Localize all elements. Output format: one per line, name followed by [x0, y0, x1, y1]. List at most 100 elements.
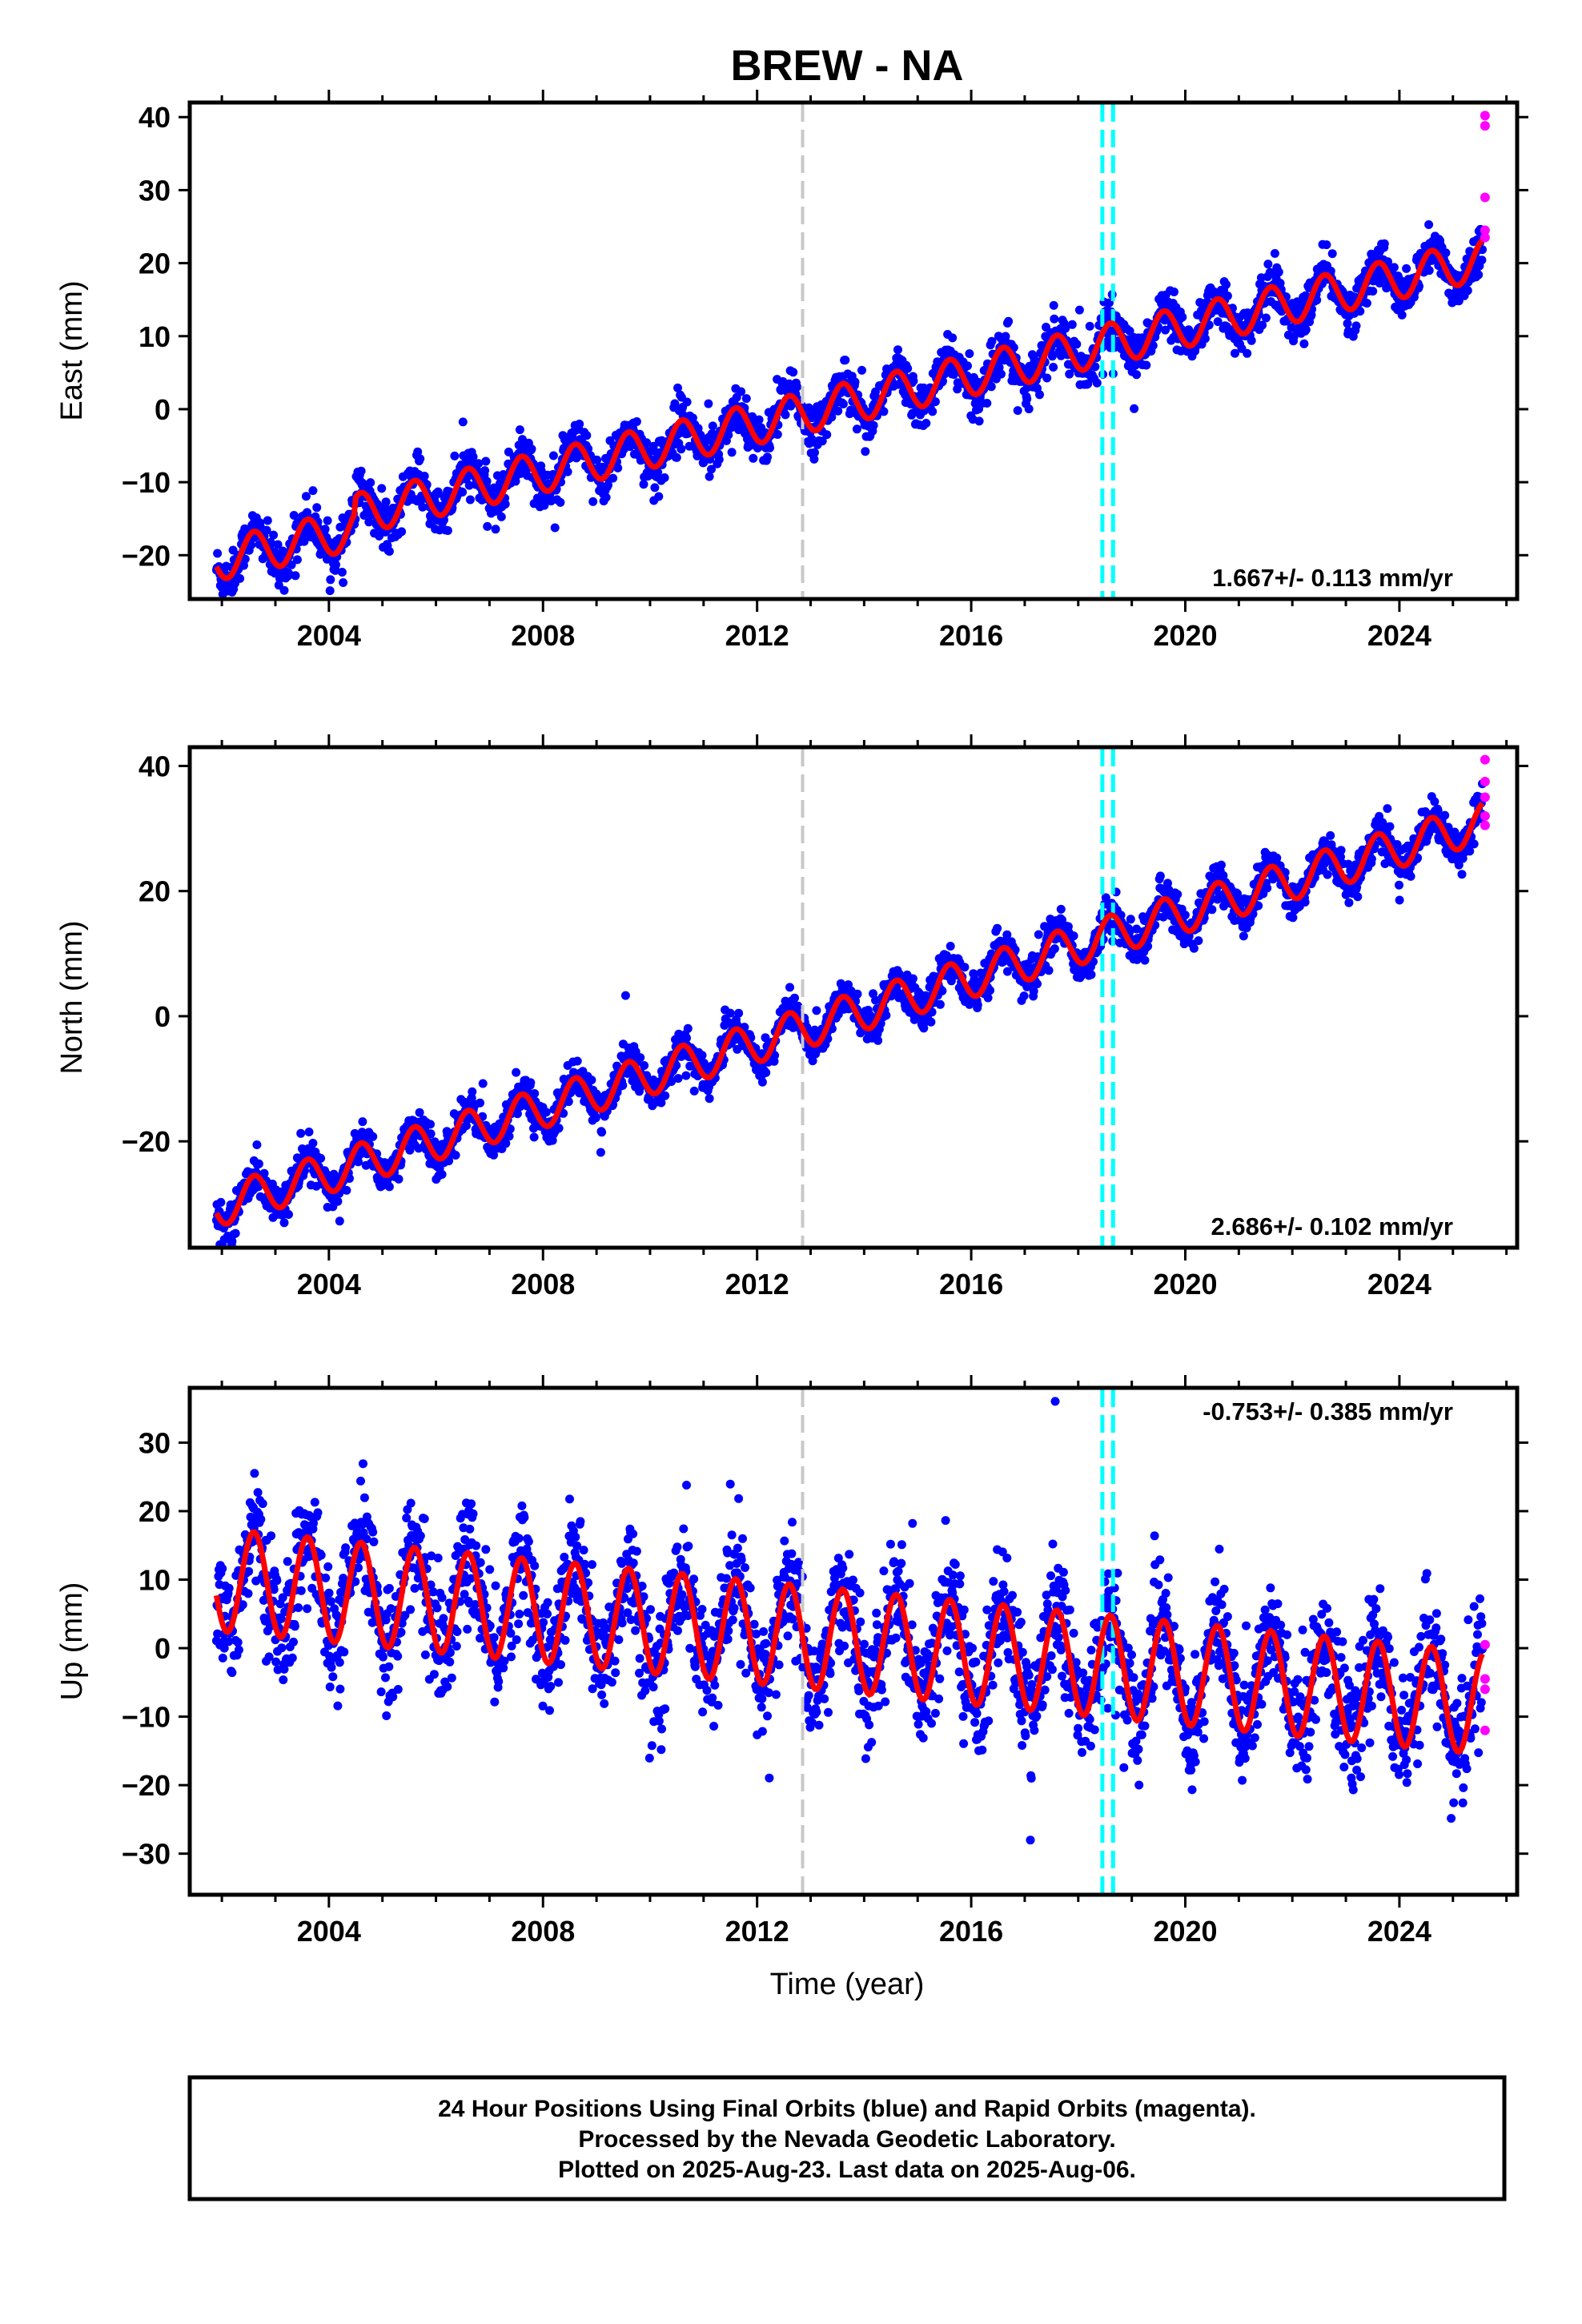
final-orbit-point — [1389, 263, 1399, 272]
final-orbit-point — [1239, 931, 1248, 941]
final-orbit-point — [873, 1035, 883, 1045]
final-orbit-point — [478, 1079, 488, 1088]
final-orbit-point — [965, 349, 974, 359]
final-orbit-point — [853, 989, 862, 999]
final-orbit-point — [597, 1128, 607, 1137]
final-orbit-point — [1397, 310, 1407, 320]
x-tick-label: 2024 — [1367, 619, 1431, 652]
final-orbit-point — [1173, 890, 1182, 899]
final-orbit-point — [289, 511, 299, 520]
final-orbit-point — [1170, 287, 1178, 296]
final-orbit-point — [416, 454, 425, 464]
final-orbit-point — [928, 407, 938, 416]
final-orbit-point — [252, 1140, 262, 1149]
final-orbit-point — [1092, 378, 1102, 388]
final-orbit-point — [235, 573, 245, 583]
final-orbit-point — [299, 537, 309, 546]
final-orbit-point — [451, 1151, 460, 1160]
final-orbit-point — [458, 488, 468, 497]
final-orbit-point — [1299, 339, 1309, 348]
final-orbit-point — [789, 368, 798, 377]
final-orbit-point — [563, 467, 572, 476]
final-orbit-point — [1049, 363, 1058, 372]
final-orbit-point — [591, 1113, 600, 1123]
final-orbit-point — [850, 377, 860, 387]
final-orbit-point — [397, 527, 407, 537]
final-orbit-point — [254, 1159, 263, 1168]
final-orbit-point — [1049, 300, 1058, 310]
final-orbit-point — [364, 517, 374, 527]
final-orbit-point — [697, 1051, 707, 1060]
final-orbit-point — [540, 501, 549, 510]
final-orbit-point — [325, 586, 335, 596]
final-orbit-point — [879, 407, 889, 416]
final-orbit-point — [468, 452, 478, 461]
final-orbit-point — [1024, 404, 1034, 414]
final-orbit-point — [632, 417, 641, 426]
final-orbit-point — [812, 1006, 821, 1015]
final-orbit-point — [926, 1017, 936, 1027]
final-orbit-point — [504, 1132, 514, 1141]
final-orbit-point — [303, 508, 312, 517]
final-orbit-point — [413, 447, 423, 456]
x-tick-label: 2004 — [297, 619, 361, 652]
final-orbit-point — [358, 1117, 367, 1127]
final-orbit-point — [660, 473, 669, 482]
final-orbit-point — [296, 1128, 306, 1138]
final-orbit-point — [1035, 390, 1044, 400]
final-orbit-point — [785, 983, 794, 992]
final-orbit-point — [262, 525, 271, 535]
final-orbit-point — [418, 502, 428, 512]
final-orbit-point — [1067, 320, 1077, 329]
final-orbit-point — [909, 376, 918, 386]
final-orbit-point — [763, 452, 772, 462]
final-orbit-point — [304, 1128, 314, 1136]
final-orbit-point — [592, 455, 602, 464]
final-orbit-point — [793, 382, 802, 392]
final-orbit-point — [269, 530, 279, 540]
x-tick-label: 2020 — [1153, 619, 1217, 652]
final-orbit-point — [704, 399, 713, 408]
rapid-orbit-point — [1480, 232, 1490, 243]
final-orbit-point — [1034, 930, 1043, 939]
final-orbit-point — [1362, 299, 1371, 308]
final-orbit-point — [761, 1068, 771, 1077]
final-orbit-point — [527, 444, 536, 454]
final-orbit-point — [273, 540, 283, 549]
final-orbit-point — [481, 456, 491, 466]
final-orbit-point — [1424, 266, 1434, 275]
final-orbit-point — [554, 1124, 564, 1133]
final-orbit-point — [714, 455, 724, 464]
final-orbit-point — [757, 1077, 767, 1087]
final-orbit-point — [1013, 406, 1022, 416]
final-orbit-point — [1074, 305, 1084, 315]
final-orbit-point — [1327, 249, 1337, 259]
final-orbit-point — [483, 521, 492, 531]
final-orbit-point — [482, 476, 492, 486]
final-orbit-point — [500, 500, 510, 509]
final-orbit-point — [1272, 853, 1282, 862]
final-orbit-point — [1263, 883, 1272, 893]
final-orbit-point — [737, 387, 746, 396]
y-tick-label: 40 — [139, 101, 171, 134]
final-orbit-point — [1132, 370, 1142, 380]
final-orbit-point — [1155, 871, 1165, 881]
final-orbit-point — [1044, 966, 1054, 975]
final-orbit-point — [415, 1108, 424, 1117]
final-orbit-point — [333, 1196, 343, 1206]
final-orbit-point — [496, 512, 506, 521]
final-orbit-point — [765, 443, 774, 452]
final-orbit-point — [1126, 915, 1135, 924]
final-orbit-point — [284, 569, 293, 578]
final-orbit-point — [1069, 931, 1078, 941]
final-orbit-point — [948, 333, 958, 343]
final-orbit-point — [474, 459, 484, 468]
final-orbit-point — [682, 397, 692, 407]
final-orbit-point — [1140, 955, 1150, 965]
final-orbit-point — [465, 495, 475, 505]
final-orbit-point — [541, 1108, 551, 1117]
final-orbit-point — [247, 541, 256, 550]
final-orbit-point — [216, 1197, 226, 1207]
final-orbit-point — [491, 525, 500, 534]
final-orbit-point — [935, 999, 945, 1009]
